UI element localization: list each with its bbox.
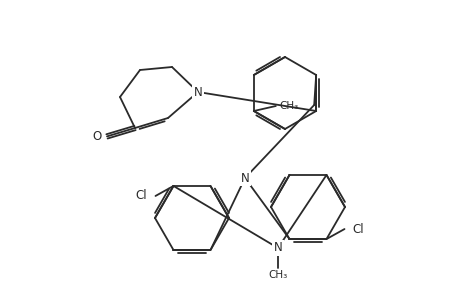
Text: CH₃: CH₃ <box>279 101 298 111</box>
Text: CH₃: CH₃ <box>268 270 287 280</box>
Text: N: N <box>273 242 282 254</box>
Text: N: N <box>193 85 202 98</box>
Text: O: O <box>93 130 102 143</box>
Text: N: N <box>240 172 249 184</box>
Text: Cl: Cl <box>135 190 147 202</box>
Text: Cl: Cl <box>352 223 364 236</box>
